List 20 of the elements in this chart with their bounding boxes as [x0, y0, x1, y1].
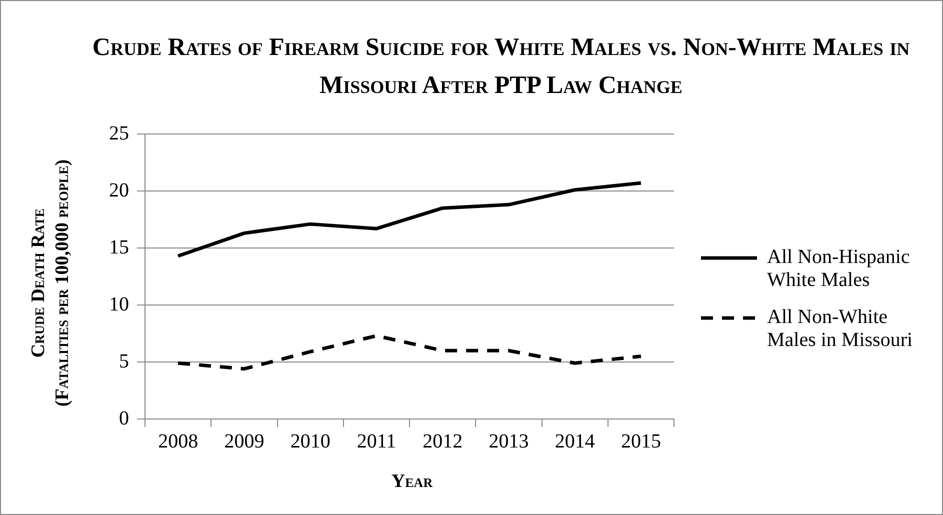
y-tick-label: 20: [109, 179, 129, 202]
y-tick-label: 10: [109, 293, 129, 316]
x-tick-label: 2015: [620, 430, 661, 452]
y-tick-label: 25: [109, 122, 129, 144]
legend-label: All Non-Hispanic White Males: [767, 246, 911, 292]
x-tick-label: 2011: [356, 430, 396, 452]
y-tick-label: 5: [119, 350, 129, 372]
line-series: [176, 334, 643, 371]
x-tick-label: 2012: [422, 430, 463, 452]
y-tick-label: 15: [109, 236, 129, 258]
x-tick-label: 2014: [554, 430, 595, 452]
x-tick-label: 2008: [158, 430, 198, 452]
legend-label: All Non-White Males in Missouri: [767, 306, 914, 352]
x-tick-label: 2010: [290, 430, 330, 452]
y-axis-title: Crude Death Rate (Fatalities per 100,000 people): [27, 159, 74, 407]
chart-title: Crude Rates of Firearm Suicide for White Males vs. Non-White Males in Missouri After PTP Law Change: [91, 33, 911, 101]
x-axis-title: Year: [391, 471, 433, 493]
x-tick-label: 2009: [224, 430, 264, 452]
x-tick-label: 2013: [488, 430, 529, 452]
y-tick-label: 0: [119, 407, 129, 430]
